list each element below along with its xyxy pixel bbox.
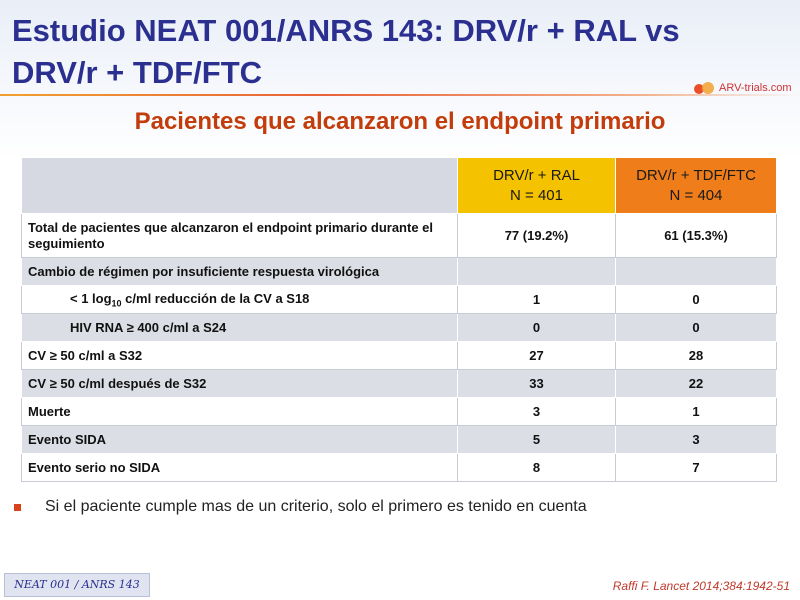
row-label: CV ≥ 50 c/ml a S32 — [21, 341, 458, 370]
row-value-ral: 27 — [457, 341, 616, 370]
table-row: Cambio de régimen por insuficiente respu… — [21, 257, 777, 286]
row-label-sub: 10 — [111, 298, 122, 309]
row-label: Cambio de régimen por insuficiente respu… — [21, 257, 458, 286]
table-header-row: DRV/r + RAL N = 401 DRV/r + TDF/FTC N = … — [21, 157, 777, 214]
endpoint-table: DRV/r + RAL N = 401 DRV/r + TDF/FTC N = … — [21, 157, 777, 482]
slide-title: Estudio NEAT 001/ANRS 143: DRV/r + RAL v… — [12, 10, 712, 94]
row-label-post: c/ml reducción de la CV a S18 — [121, 290, 310, 306]
row-value-tdf: 22 — [615, 369, 777, 398]
row-value-ral: 77 (19.2%) — [457, 213, 616, 258]
header-ral-name: DRV/r + RAL — [493, 166, 580, 184]
slide-subtitle: Pacientes que alcanzaron el endpoint pri… — [134, 108, 666, 135]
row-value-tdf: 0 — [615, 285, 777, 314]
table-row: CV ≥ 50 c/ml después de S32 33 22 — [21, 369, 777, 398]
table-row: CV ≥ 50 c/ml a S32 27 28 — [21, 341, 777, 370]
row-value-ral: 33 — [457, 369, 616, 398]
table-row: HIV RNA ≥ 400 c/ml a S24 0 0 — [21, 313, 777, 342]
footnote-bullet: Si el paciente cumple mas de un criterio… — [10, 498, 790, 516]
title-divider — [0, 94, 800, 96]
row-label: HIV RNA ≥ 400 c/ml a S24 — [21, 313, 458, 342]
row-value-ral: 8 — [457, 453, 616, 482]
header-tdf-name: DRV/r + TDF/FTC — [636, 166, 756, 184]
study-tag: NEAT 001 / ANRS 143 — [4, 573, 150, 597]
row-value-ral: 5 — [457, 425, 616, 454]
row-label: Evento SIDA — [21, 425, 458, 454]
slide-title-line2: DRV/r + TDF/FTC — [12, 55, 263, 90]
slide-title-line1: Estudio NEAT 001/ANRS 143: DRV/r + RAL v… — [12, 13, 680, 48]
footnote-text: Si el paciente cumple mas de un criterio… — [45, 498, 587, 515]
table-row: Evento SIDA 5 3 — [21, 425, 777, 454]
table-row: Total de pacientes que alcanzaron el end… — [21, 213, 777, 258]
row-value-tdf: 28 — [615, 341, 777, 370]
row-value-ral — [457, 257, 616, 286]
arv-trials-logo: ARV-trials.com — [694, 78, 792, 98]
header-tdf: DRV/r + TDF/FTC N = 404 — [615, 157, 777, 214]
row-label-pre: < 1 log — [70, 290, 112, 306]
table-row: Evento serio no SIDA 8 7 — [21, 453, 777, 482]
row-value-ral: 3 — [457, 397, 616, 426]
header-ral-n: N = 401 — [510, 186, 563, 204]
square-bullet-icon — [14, 503, 21, 511]
row-label: CV ≥ 50 c/ml después de S32 — [21, 369, 458, 398]
header-tdf-n: N = 404 — [669, 186, 723, 204]
row-label: Evento serio no SIDA — [21, 453, 458, 482]
row-value-tdf: 61 (15.3%) — [615, 213, 777, 258]
row-value-tdf: 3 — [615, 425, 777, 454]
row-value-tdf: 1 — [615, 397, 777, 426]
table-row: < 1 log10 c/ml reducción de la CV a S18 … — [21, 285, 777, 314]
table-row: Muerte 3 1 — [21, 397, 777, 426]
header-ral: DRV/r + RAL N = 401 — [457, 157, 616, 214]
row-value-ral: 1 — [457, 285, 616, 314]
logo-text: ARV-trials.com — [719, 82, 792, 94]
row-label: < 1 log10 c/ml reducción de la CV a S18 — [21, 285, 458, 314]
row-value-tdf: 7 — [615, 453, 777, 482]
logo-icon — [694, 81, 716, 95]
header-blank-cell — [21, 157, 458, 214]
row-value-tdf: 0 — [615, 313, 777, 342]
row-label: Total de pacientes que alcanzaron el end… — [21, 213, 458, 258]
row-value-ral: 0 — [457, 313, 616, 342]
row-value-tdf — [615, 257, 777, 286]
row-label: Muerte — [21, 397, 458, 426]
reference-citation: Raffi F. Lancet 2014;384:1942-51 — [612, 579, 790, 593]
